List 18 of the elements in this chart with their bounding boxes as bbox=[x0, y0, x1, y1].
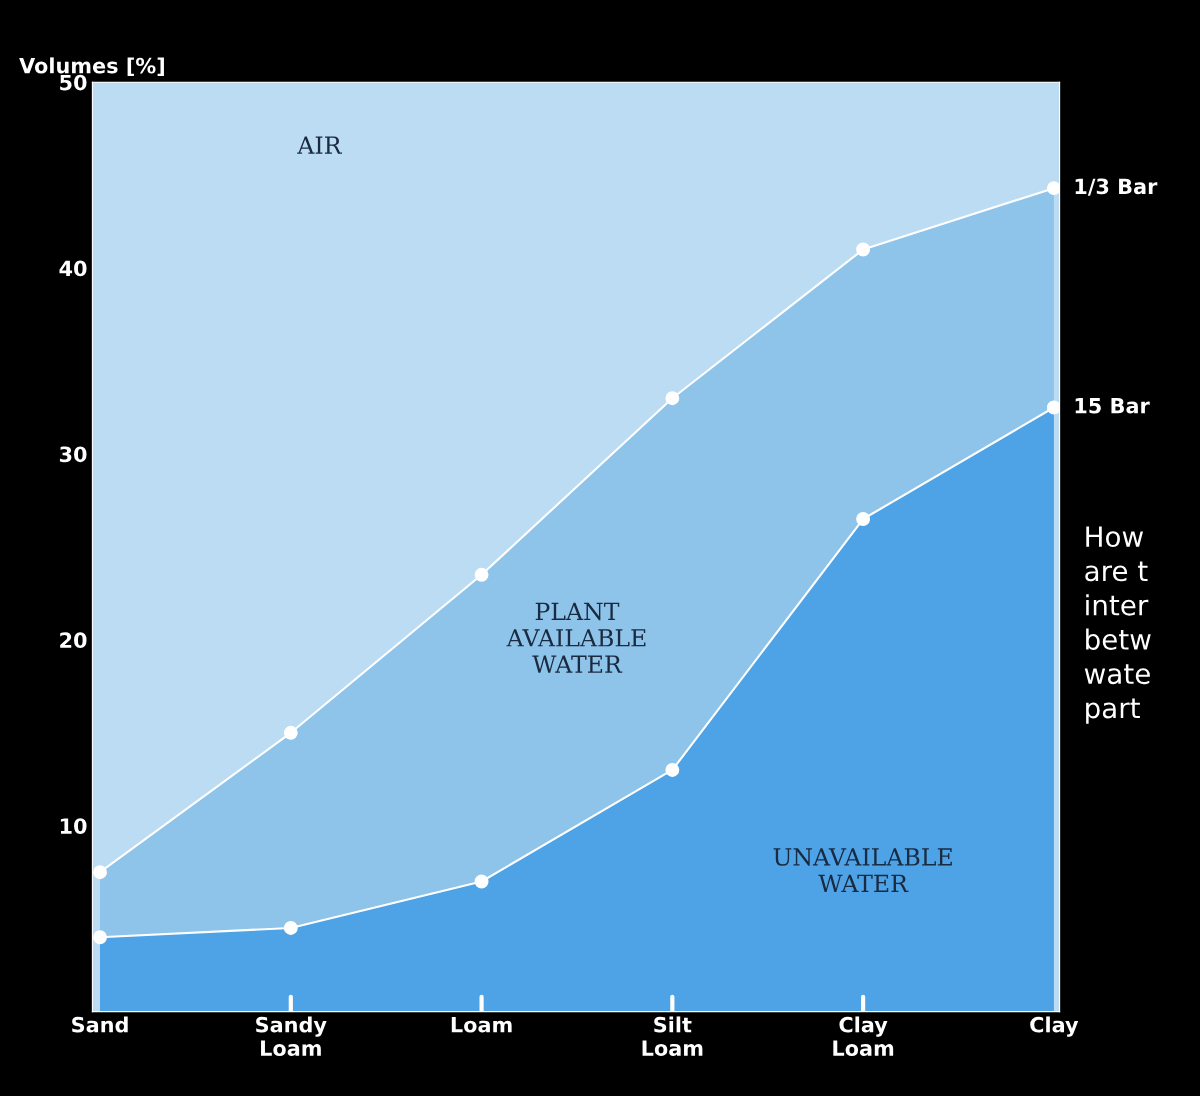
y-tick-label: 50 bbox=[60, 74, 87, 91]
annotation: UNAVAILABLE WATER bbox=[773, 848, 952, 892]
text: How are t inter betw wate part bbox=[1084, 526, 1151, 724]
y-tick-label: 30 bbox=[59, 446, 87, 463]
x-tick-label: Clay bbox=[1030, 1016, 1079, 1037]
annotation: PLANT AVAILABLE WATER bbox=[506, 602, 646, 673]
y-tick-label: 40 bbox=[59, 260, 87, 277]
x-tick-label: Clay Loam bbox=[833, 1016, 894, 1057]
annotation: AIR bbox=[297, 136, 343, 154]
series-label: 1/3 Bar bbox=[1075, 178, 1158, 196]
x-tick-label: Sand bbox=[72, 1016, 128, 1033]
x-tick-label: Silt Loam bbox=[642, 1016, 703, 1056]
series-label: 15 Bar bbox=[1075, 398, 1150, 414]
y-tick-label: 20 bbox=[60, 632, 87, 649]
y-axis-title: Volumes [%] bbox=[19, 57, 164, 76]
y-tick-label: 10 bbox=[60, 818, 87, 834]
x-tick-label: Sandy Loam bbox=[256, 1016, 327, 1057]
x-tick-label: Loam bbox=[451, 1017, 512, 1033]
